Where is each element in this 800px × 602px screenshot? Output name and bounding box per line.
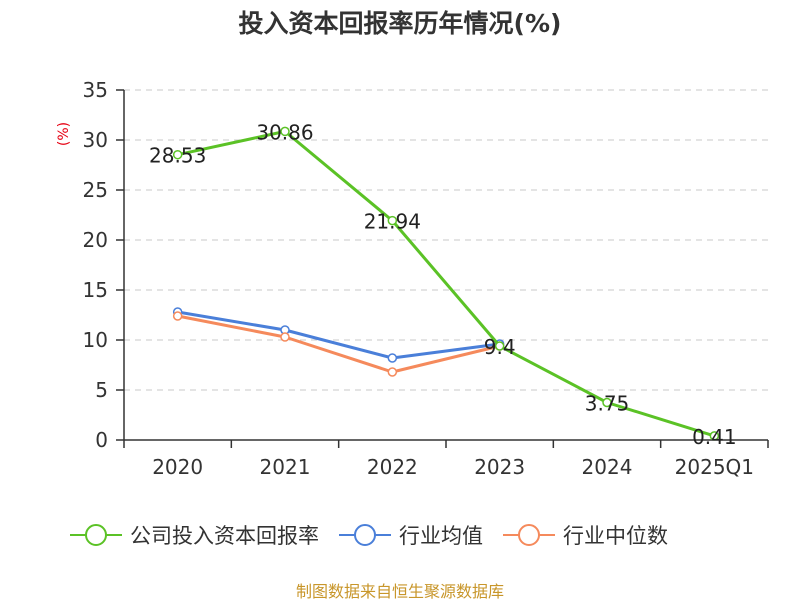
- data-label-company-2022: 21.94: [364, 210, 421, 234]
- point-industry-median-2022: [387, 367, 398, 377]
- point-industry-median-2021: [280, 332, 290, 342]
- point-company-2022: [387, 215, 398, 226]
- x-tick-label-2022: 2022: [367, 455, 418, 479]
- x-tick-label-2023: 2023: [474, 455, 525, 479]
- point-industry-median-2020: [172, 311, 183, 321]
- point-company-2024: [602, 397, 612, 408]
- data-label-company-2021: 30.86: [256, 120, 313, 144]
- legend-item-industry-mean[interactable]: 行业均值: [339, 520, 483, 550]
- legend-label-industry-mean: 行业均值: [399, 524, 483, 548]
- y-tick-label-10: 10: [83, 328, 108, 352]
- series-line-industry-mean: [177, 310, 500, 360]
- y-tick-label-30: 30: [83, 128, 108, 152]
- x-tick-label-2021: 2021: [260, 455, 311, 479]
- point-company-2020: [172, 149, 183, 160]
- series-line-industry-median: [177, 314, 501, 374]
- point-company-2021: [280, 126, 290, 137]
- legend-label-company: 公司投入资本回报率: [130, 524, 319, 548]
- point-industry-mean-2022: [387, 353, 398, 363]
- legend-label-industry-median: 行业中位数: [563, 524, 668, 548]
- grid-lines: [124, 89, 768, 391]
- data-labels: 28.53 30.86 21.94 9.4 3.75 0.41: [149, 120, 737, 449]
- legend-marker-company: [70, 523, 122, 547]
- chart-title: 投入资本回报率历年情况(%): [238, 9, 562, 38]
- data-label-company-2020: 28.53: [149, 144, 206, 168]
- axes: 0 5 10 15 20 25 30 35 2020 2021 2022 2023 2024 2025Q1: [83, 78, 769, 479]
- data-label-company-2024: 3.75: [585, 392, 630, 416]
- point-company-2023: [494, 341, 505, 351]
- y-tick-label-5: 5: [95, 378, 108, 402]
- legend-item-industry-median[interactable]: 行业中位数: [503, 520, 668, 550]
- y-tick-label-20: 20: [83, 228, 108, 252]
- legend: 公司投入资本回报率 行业均值 行业中位数: [70, 520, 750, 550]
- data-label-company-2025Q1: 0.41: [692, 425, 737, 449]
- y-tick-label-25: 25: [83, 178, 108, 202]
- legend-marker-industry-mean: [339, 523, 391, 547]
- x-tick-label-2020: 2020: [152, 455, 203, 479]
- x-tick-label-2025Q1: 2025Q1: [675, 455, 754, 479]
- point-company-2025Q1: [709, 431, 720, 441]
- y-tick-label-15: 15: [83, 278, 108, 302]
- data-label-company-2023: 9.4: [484, 335, 516, 359]
- source-note: 制图数据来自恒生聚源数据库: [295, 582, 504, 601]
- series-line-company: [177, 129, 715, 438]
- legend-item-company[interactable]: 公司投入资本回报率: [70, 520, 319, 550]
- y-tick-label-0: 0: [95, 428, 108, 452]
- legend-marker-industry-median: [503, 523, 555, 547]
- series-lines: [172, 126, 720, 441]
- x-tick-label-2024: 2024: [582, 455, 633, 479]
- y-tick-label-35: 35: [83, 78, 108, 102]
